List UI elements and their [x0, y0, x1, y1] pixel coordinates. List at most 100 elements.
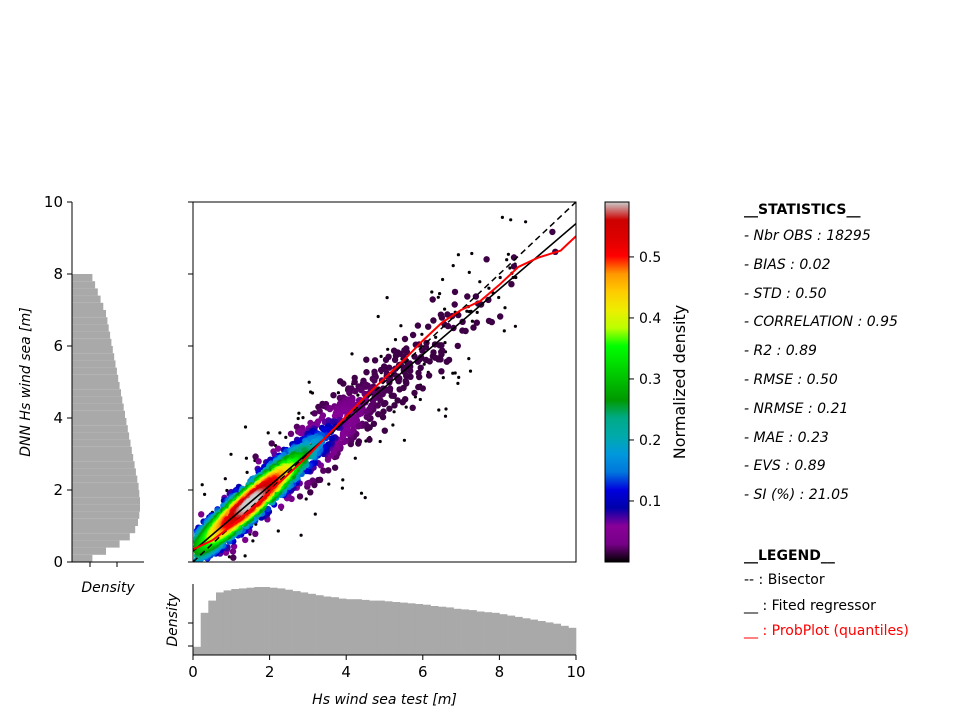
scatter-point [225, 488, 229, 493]
scatter-point [311, 410, 318, 417]
scatter-point [346, 389, 353, 397]
scatter-point [330, 392, 337, 399]
scatter-point [297, 411, 301, 415]
x-hist-bar [537, 621, 546, 655]
scatter-point [457, 375, 461, 379]
scatter-point [500, 215, 504, 219]
bisector-line [193, 202, 576, 562]
colorbar-gradient [604, 201, 630, 563]
x-hist-bar [491, 612, 500, 655]
scatter-point [475, 310, 479, 314]
scatter-point [299, 533, 303, 537]
scatter-point [467, 357, 471, 361]
x-hist-bar [553, 623, 561, 655]
colorbar-tick-label: 0.1 [639, 494, 661, 510]
scatter-point [245, 470, 249, 474]
scatter-point [438, 368, 445, 375]
scatter-point [429, 296, 436, 303]
scatter-point [340, 380, 347, 387]
scatter-point [451, 288, 459, 296]
scatter-point [266, 431, 270, 435]
regression-line [193, 222, 576, 552]
scatter-point [352, 388, 359, 395]
legend-item-bisector: -- : Bisector [744, 572, 825, 588]
x-hist-bar [231, 589, 240, 655]
colorbar-tick-label: 0.2 [639, 433, 661, 449]
colorbar-label: Normalized density [670, 305, 689, 459]
scatter-point [485, 296, 492, 304]
probplot-line [193, 235, 576, 551]
scatter-point [315, 476, 322, 484]
scatter-point [325, 467, 332, 474]
scatter-point [403, 348, 411, 356]
scatter-point [409, 404, 416, 411]
x-hist-bar [468, 610, 477, 655]
y-hist-bar [72, 482, 139, 490]
scatter-point [278, 431, 282, 435]
scatter-point [392, 410, 396, 414]
x-tick-label: 2 [265, 663, 275, 681]
x-hist-bar [499, 614, 508, 655]
scatter-point [451, 371, 455, 375]
scatter-point [198, 511, 205, 518]
scatter-point [375, 411, 382, 418]
scatter-point [413, 395, 417, 399]
y-hist-bar [72, 410, 125, 418]
scatter-point [508, 281, 515, 288]
scatter-point [366, 436, 373, 443]
x-hist-bar [384, 601, 393, 655]
scatter-point [385, 296, 389, 300]
scatter-point [470, 251, 474, 256]
scatter-point [502, 329, 506, 333]
y-hist-xlabel: Density [81, 580, 135, 596]
x-hist-bar [338, 598, 347, 655]
x-tick-label: 0 [188, 663, 198, 681]
y-hist-bar [72, 331, 111, 339]
scatter-point [386, 405, 393, 412]
scatter-point [508, 266, 512, 270]
scatter-point [402, 377, 409, 385]
x-hist-bar [193, 646, 201, 655]
y-hist-bar [72, 382, 120, 390]
scatter-point [363, 356, 370, 363]
scatter-point [510, 263, 518, 270]
scatter-point [396, 386, 403, 393]
stat-correlation: - CORRELATION : 0.95 [744, 314, 898, 331]
scatter-point [371, 377, 378, 384]
scatter-point [268, 440, 275, 447]
scatter-point [443, 358, 450, 365]
scatter-point [443, 414, 448, 418]
x-hist-bar [415, 604, 424, 655]
scatter-point [391, 423, 395, 427]
y-marginal-histogram: 0 2 4 6 8 10 Density DNN Hs wind sea [m] [18, 193, 144, 596]
scatter-point [229, 548, 237, 555]
scatter-point [223, 477, 227, 481]
scatter-point [351, 378, 358, 386]
x-hist-bar [545, 622, 554, 655]
scatter-point [470, 324, 477, 331]
x-tick-label: 6 [418, 663, 428, 681]
stat-bias: - BIAS : 0.02 [744, 256, 831, 273]
scatter-point [425, 372, 433, 379]
x-hist-bar [292, 591, 301, 655]
scatter-point [388, 392, 395, 399]
scatter-point [438, 348, 445, 356]
scatter-point [470, 319, 474, 323]
scatter-point [243, 554, 247, 558]
scatter-point [509, 218, 513, 222]
y-hist-bar [72, 374, 119, 382]
x-hist-bar [514, 616, 523, 655]
scatter-point [419, 347, 426, 354]
y-hist-bar [72, 295, 101, 303]
stat-std: - STD : 0.50 [744, 285, 827, 302]
x-hist-bar [430, 606, 439, 655]
scatter-point [478, 280, 482, 284]
y-hist-bar [72, 403, 124, 411]
scatter-point [379, 354, 383, 358]
scatter-point [200, 483, 204, 487]
scatter-point [418, 397, 422, 402]
x-hist-bar [445, 607, 454, 655]
y-hist-bar [72, 389, 121, 397]
scatter-point [307, 380, 311, 384]
